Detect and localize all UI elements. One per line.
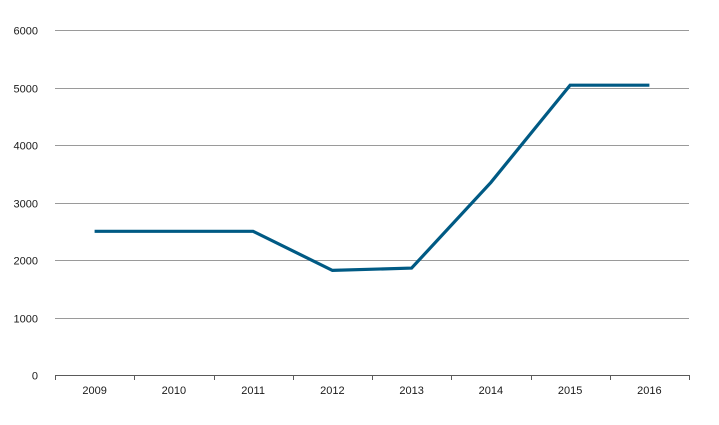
y-tick-label: 6000 — [14, 26, 38, 38]
y-axis-tick-labels: 0 1000 2000 3000 4000 5000 6000 — [14, 26, 38, 383]
y-tick-label: 3000 — [14, 199, 38, 211]
y-tick-label: 2000 — [14, 256, 38, 268]
x-tick-label: 2013 — [399, 385, 423, 397]
y-tick-label: 4000 — [14, 141, 38, 153]
y-tick-label: 1000 — [14, 314, 38, 326]
x-axis — [55, 375, 690, 380]
x-tick-label: 2014 — [479, 385, 503, 397]
series-layer — [94, 83, 650, 273]
x-tick-label: 2011 — [241, 385, 265, 397]
x-tick-label: 2016 — [637, 385, 661, 397]
x-tick-label: 2009 — [82, 385, 106, 397]
y-tick-label: 5000 — [14, 84, 38, 96]
x-tick-label: 2010 — [162, 385, 186, 397]
x-axis-tick-labels: 2009 2010 2011 2012 2013 2014 2015 2016 — [82, 385, 661, 397]
gridlines — [55, 30, 689, 319]
x-tick-label: 2015 — [558, 385, 582, 397]
x-tick-label: 2012 — [320, 385, 344, 397]
y-tick-label: 0 — [32, 371, 38, 383]
series-line-0 — [94, 83, 650, 273]
